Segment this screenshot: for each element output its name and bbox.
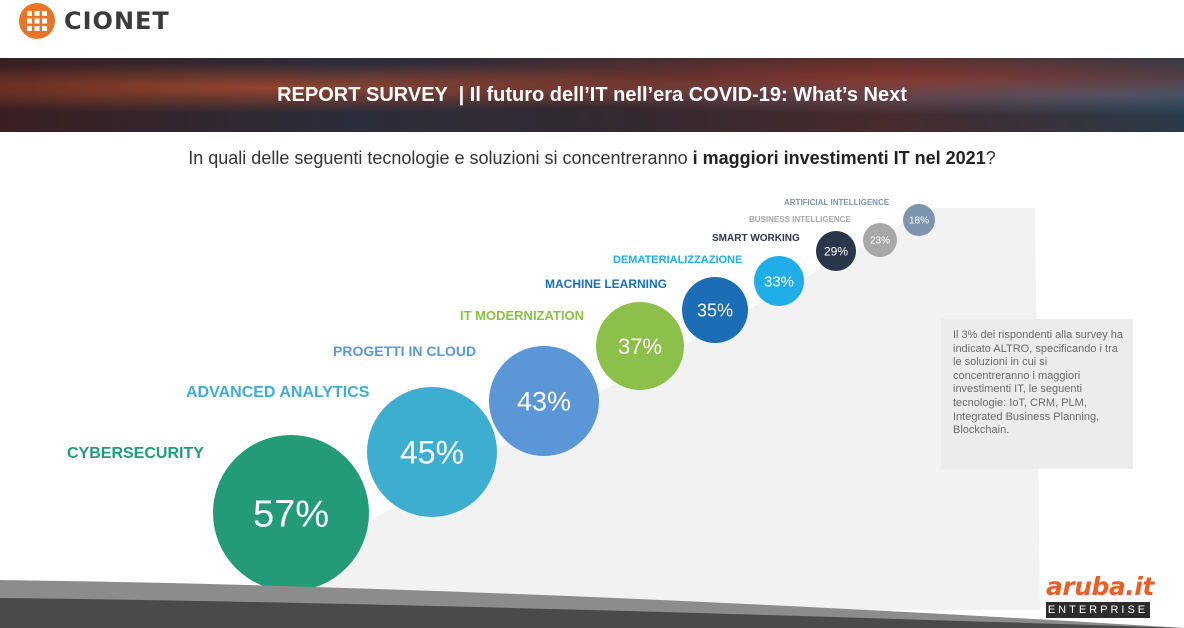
footer-swoosh <box>0 580 1184 628</box>
category-label-machine-learning: MACHINE LEARNING <box>545 277 667 291</box>
bubble-smart-working <box>816 231 856 271</box>
survey-question: In quali delle seguenti tecnologie e sol… <box>0 148 1184 169</box>
bubble-it-modernization <box>596 302 684 390</box>
cionet-logo: CIONET <box>18 3 170 39</box>
banner-title: REPORT SURVEY | Il futuro dell’IT nell’e… <box>277 83 907 106</box>
category-label-progetti-in-cloud: PROGETTI IN CLOUD <box>333 343 476 359</box>
bubble-dematerializzazione <box>754 256 804 306</box>
bubble-progetti-in-cloud <box>489 346 599 456</box>
bubble-advanced-analytics <box>367 387 497 517</box>
altro-note: Il 3% dei rispondenti alla survey ha ind… <box>941 319 1133 469</box>
question-prefix: In quali delle seguenti tecnologie e sol… <box>188 148 693 168</box>
category-label-dematerializzazione: DEMATERIALIZZAZIONE <box>613 254 742 266</box>
report-banner: REPORT SURVEY | Il futuro dell’IT nell’e… <box>0 58 1184 132</box>
logo-text: CIONET <box>64 7 170 35</box>
aruba-enterprise-logo: aruba.it ENTERPRISE <box>1046 572 1154 618</box>
category-label-cybersecurity: CYBERSECURITY <box>67 445 204 462</box>
value-label-business-intelligence: 23% <box>870 236 890 247</box>
question-suffix: ? <box>985 148 996 168</box>
category-label-it-modernization: IT MODERNIZATION <box>460 308 584 323</box>
question-bold: i maggiori investimenti IT nel 2021 <box>692 148 986 168</box>
value-label-progetti-in-cloud: 43% <box>517 387 571 417</box>
value-label-advanced-analytics: 45% <box>400 435 464 471</box>
value-label-cybersecurity: 57% <box>253 494 329 536</box>
category-label-smart-working: SMART WORKING <box>712 233 800 244</box>
category-label-artificial-intelligence: ARTIFICIAL INTELLIGENCE <box>784 198 890 207</box>
bubble-machine-learning <box>682 277 748 343</box>
value-label-dematerializzazione: 33% <box>764 273 794 290</box>
bubble-artificial-intelligence <box>903 204 935 236</box>
aruba-logo-subtext: ENTERPRISE <box>1046 602 1150 618</box>
value-label-it-modernization: 37% <box>618 334 662 359</box>
value-label-smart-working: 29% <box>824 244 848 258</box>
bubble-business-intelligence <box>863 223 897 257</box>
bubble-cybersecurity <box>213 435 369 591</box>
cionet-logo-icon <box>19 3 55 39</box>
value-label-artificial-intelligence: 18% <box>909 216 929 227</box>
value-label-machine-learning: 35% <box>697 300 733 320</box>
category-label-business-intelligence: BUSINESS INTELLIGENCE <box>749 215 851 224</box>
aruba-logo-text: aruba.it <box>1046 572 1154 601</box>
category-label-advanced-analytics: ADVANCED ANALYTICS <box>186 384 370 401</box>
